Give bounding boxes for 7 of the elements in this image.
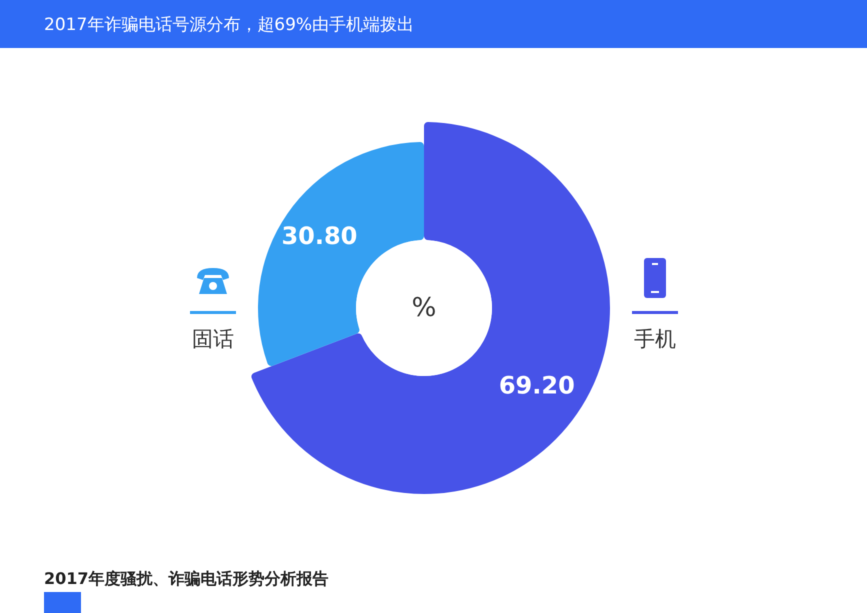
text: % — [412, 293, 436, 323]
text: 2017年度骚扰、诈骗电话形势分析报告 — [44, 569, 329, 588]
legend-label: 固话 — [192, 327, 234, 351]
chart-title: 2017年诈骗电话号源分布，超69%由手机端拨出 — [44, 15, 414, 35]
data-label: 30.80 — [281, 222, 358, 250]
data-label: 69.20 — [498, 372, 575, 400]
legend-label: 手机 — [634, 327, 676, 351]
